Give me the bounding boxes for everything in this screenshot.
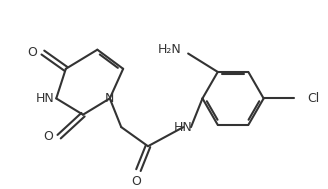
Text: Cl: Cl [308, 92, 320, 105]
Text: N: N [105, 92, 114, 105]
Text: O: O [132, 175, 141, 188]
Text: HN: HN [174, 121, 193, 134]
Text: O: O [27, 46, 37, 59]
Text: O: O [44, 130, 53, 143]
Text: HN: HN [36, 92, 54, 105]
Text: H₂N: H₂N [158, 43, 181, 56]
